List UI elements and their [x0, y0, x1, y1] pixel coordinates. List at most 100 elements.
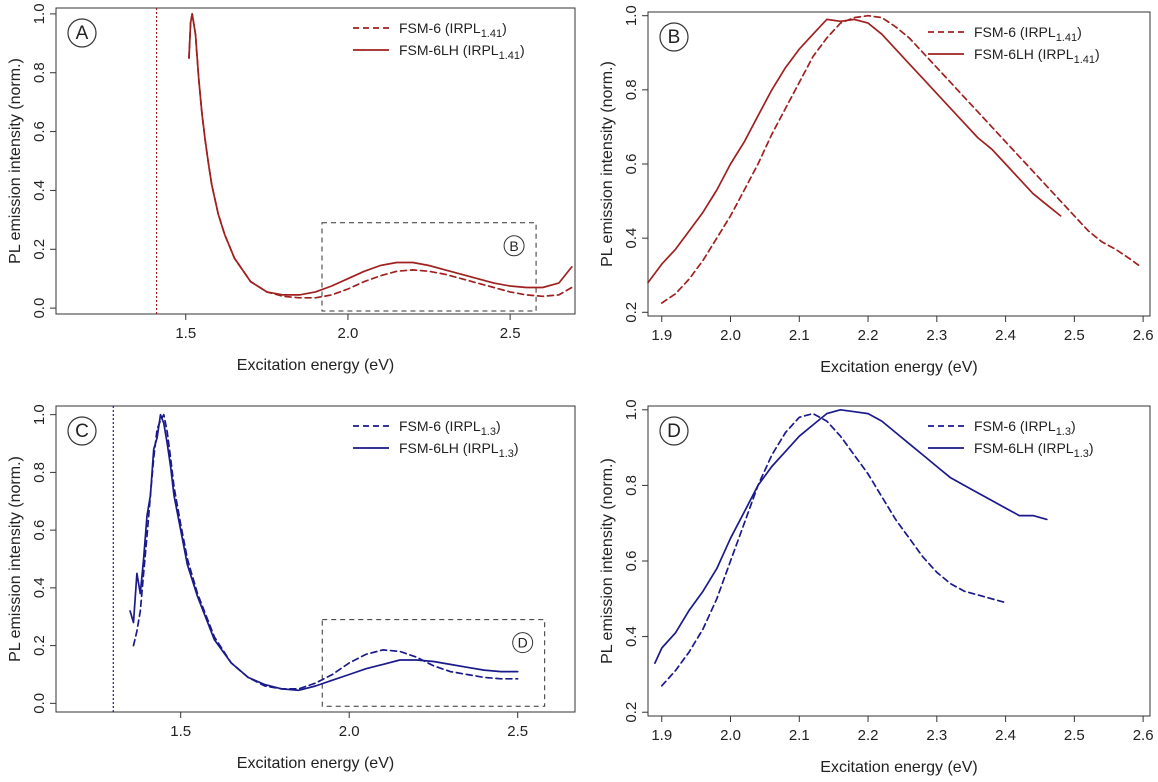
y-tick-label: 1.0	[31, 404, 48, 425]
legend-label-subscript: 1.41	[481, 28, 502, 40]
panel-a: 1.5 2.0 2.5 0.0 0.2 0.4 0.6 0.8 1.0 Excitation en…	[7, 3, 576, 374]
panel-b: 1.9 2.0 2.1 2.2 2.3 2.4 2.5 2.6 0.2 0.4 0.6 0.8 1.0 E…	[599, 5, 1154, 376]
panel-c: 1.5 2.0 2.5 0.0 0.2 0.4 0.6 0.8 1.0 Excitation en…	[7, 404, 576, 772]
x-tick-label: 2.6	[1133, 727, 1154, 744]
y-tick-label: 1.0	[623, 399, 640, 420]
x-tick-label: 2.4	[995, 327, 1016, 344]
x-axis-label: Excitation energy (eV)	[237, 755, 394, 772]
series-line-0	[660, 412, 1007, 687]
x-tick-label: 2.2	[858, 327, 879, 344]
x-tick-label: 2.0	[339, 723, 360, 740]
legend-label-text: FSM-6 (IRPL	[399, 418, 481, 434]
panel-marker	[659, 22, 689, 52]
legend-label-close: )	[514, 440, 519, 456]
series-line-0	[660, 14, 1141, 304]
y-tick-label: 0.6	[31, 121, 48, 142]
legend-label-0: FSM-6 (IRPL1.41)	[399, 20, 507, 40]
y-axis-label: PL emission intensity (norm.)	[599, 61, 616, 267]
x-tick-label: 2.3	[926, 327, 947, 344]
series-line-1	[188, 13, 573, 296]
y-tick-label: 0.2	[31, 635, 48, 656]
zoom-box-label: D	[518, 635, 528, 651]
y-tick-label: 0.8	[623, 475, 640, 496]
x-axis-label: Excitation energy (eV)	[820, 759, 977, 776]
y-tick-label: 1.0	[31, 3, 48, 24]
x-tick-label: 2.0	[338, 325, 359, 342]
legend-label-text: FSM-6LH (IRPL	[974, 440, 1074, 456]
x-tick-label: 2.2	[858, 727, 879, 744]
y-tick-label: 0.6	[31, 520, 48, 541]
panel-d: 1.9 2.0 2.1 2.2 2.3 2.4 2.5 2.6 0.2 0.4 0.6 0.8 1.0 E…	[599, 399, 1154, 776]
legend-label-text: FSM-6LH (IRPL	[399, 42, 499, 58]
zoom-box	[321, 619, 546, 707]
y-tick-label: 0.8	[31, 462, 48, 483]
panel-marker	[67, 416, 97, 446]
legend-label-text: FSM-6 (IRPL	[974, 418, 1056, 434]
legend-label-subscript: 1.41	[499, 50, 520, 62]
zoom-box-marker	[512, 632, 534, 654]
y-tick-label: 0.2	[623, 702, 640, 723]
y-tick-label: 0.4	[31, 577, 48, 598]
legend-label-subscript: 1.3	[499, 448, 514, 460]
zoom-box	[321, 222, 537, 312]
x-tick-label: 2.1	[789, 727, 810, 744]
series-line-1	[129, 413, 519, 692]
plot-frame	[55, 7, 576, 315]
legend-label-subscript: 1.41	[1074, 54, 1095, 66]
legend-label-1: FSM-6LH (IRPL1.41)	[399, 42, 525, 62]
plot-frame	[55, 405, 576, 713]
y-tick-label: 0.0	[31, 693, 48, 714]
legend-label-0: FSM-6 (IRPL1.3)	[399, 418, 501, 438]
y-tick-label: 0.4	[623, 626, 640, 647]
x-tick-label: 2.4	[995, 727, 1016, 744]
legend-label-0: FSM-6 (IRPL1.41)	[974, 24, 1082, 44]
panel-label: D	[667, 421, 681, 442]
legend-label-1: FSM-6LH (IRPL1.41)	[974, 46, 1100, 66]
panel-label: B	[668, 27, 681, 48]
y-tick-label: 0.4	[31, 180, 48, 201]
y-tick-label: 0.2	[31, 239, 48, 260]
series-line-1	[654, 408, 1048, 664]
legend-label-subscript: 1.3	[1074, 448, 1089, 460]
x-tick-label: 2.0	[720, 327, 741, 344]
legend-label-close: )	[502, 20, 507, 36]
legend-label-subscript: 1.41	[1056, 32, 1077, 44]
legend-label-0: FSM-6 (IRPL1.3)	[974, 418, 1076, 438]
legend-label-1: FSM-6LH (IRPL1.3)	[974, 440, 1094, 460]
legend-label-close: )	[1077, 24, 1082, 40]
x-tick-label: 2.3	[926, 727, 947, 744]
y-tick-label: 0.2	[623, 302, 640, 323]
legend-label-text: FSM-6 (IRPL	[974, 24, 1056, 40]
legend-label-text: FSM-6LH (IRPL	[974, 46, 1074, 62]
y-tick-label: 0.6	[623, 551, 640, 572]
panel-label: A	[76, 23, 89, 44]
legend-label-subscript: 1.3	[1056, 426, 1071, 438]
legend-label-text: FSM-6LH (IRPL	[399, 440, 499, 456]
legend-label-close: )	[1095, 46, 1100, 62]
y-axis-label: PL emission intensity (norm.)	[7, 58, 24, 264]
x-tick-label: 1.9	[651, 727, 672, 744]
series-line-1	[647, 18, 1062, 284]
x-tick-label: 2.5	[1064, 727, 1085, 744]
x-tick-label: 2.0	[720, 727, 741, 744]
y-tick-label: 0.0	[31, 298, 48, 319]
y-tick-label: 0.8	[623, 79, 640, 100]
legend-label-subscript: 1.3	[481, 426, 496, 438]
legend-label-text: FSM-6 (IRPL	[399, 20, 481, 36]
x-tick-label: 1.5	[175, 325, 196, 342]
zoom-box-label: B	[509, 238, 518, 254]
legend-label-1: FSM-6LH (IRPL1.3)	[399, 440, 519, 460]
y-tick-label: 1.0	[623, 5, 640, 26]
legend-label-close: )	[1089, 440, 1094, 456]
legend-label-close: )	[1071, 418, 1076, 434]
x-axis-label: Excitation energy (eV)	[820, 359, 977, 376]
x-tick-label: 1.9	[651, 327, 672, 344]
x-tick-label: 2.5	[1064, 327, 1085, 344]
panel-label: C	[75, 421, 89, 442]
x-tick-label: 2.1	[789, 327, 810, 344]
x-tick-label: 2.6	[1133, 327, 1154, 344]
y-tick-label: 0.8	[31, 62, 48, 83]
legend-label-close: )	[520, 42, 525, 58]
x-tick-label: 2.5	[500, 325, 521, 342]
